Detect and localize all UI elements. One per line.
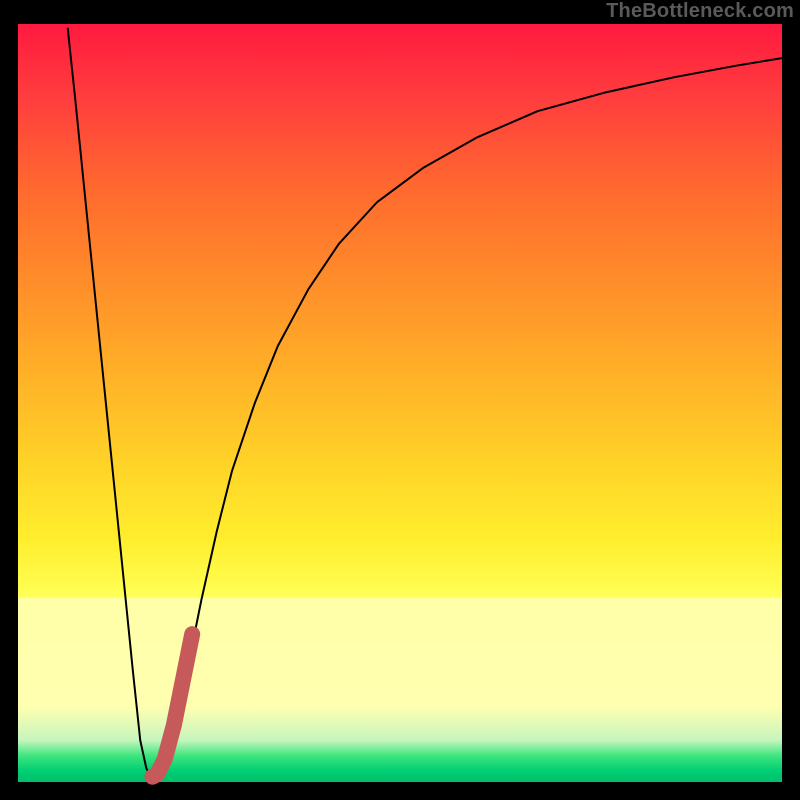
watermark-label: TheBottleneck.com: [606, 0, 794, 23]
chart-wrapper: TheBottleneck.com: [0, 0, 800, 800]
bottleneck-chart: [0, 0, 800, 800]
